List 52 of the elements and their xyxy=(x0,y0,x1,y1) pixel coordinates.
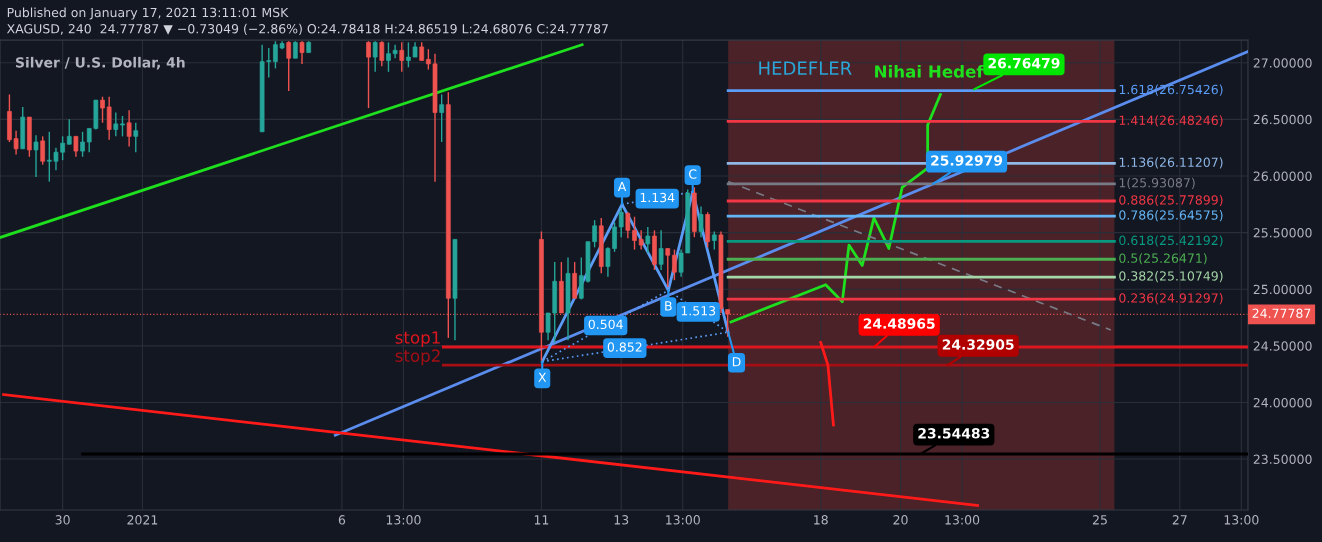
x-tick-label: 30 xyxy=(55,515,70,525)
series-label: 0.382(25.10749) xyxy=(1119,271,1223,283)
y-tick-label: 26.50000 xyxy=(1253,114,1312,125)
annotation: 26.76479 xyxy=(988,57,1060,69)
annotation: 24.48965 xyxy=(863,318,935,329)
x-tick-label: 27 xyxy=(1172,515,1187,525)
y-tick-label: 25.00000 xyxy=(1253,284,1312,295)
x-tick-label: 6 xyxy=(338,515,346,525)
annotation: D xyxy=(732,357,741,367)
x-tick-label: 2021 xyxy=(127,515,158,525)
annotation: HEDEFLER xyxy=(759,61,852,75)
annotation: 1.134 xyxy=(640,192,675,203)
series-label: 0.5(25.26471) xyxy=(1119,253,1207,265)
x-tick-label: 20 xyxy=(893,515,908,525)
y-tick-label: 24.50000 xyxy=(1253,341,1312,351)
x-tick-label: 13:00 xyxy=(1224,515,1259,525)
annotation: A xyxy=(617,181,627,192)
annotation: 24.32905 xyxy=(942,339,1014,350)
series-label: stop1 xyxy=(395,331,440,348)
ref-line-label: 24.77787 xyxy=(1252,308,1311,318)
annotation: 0.504 xyxy=(588,319,623,330)
annotation: 25.92979 xyxy=(931,155,1003,166)
y-tick-label: 24.00000 xyxy=(1253,397,1312,408)
annotation: 23.54483 xyxy=(918,428,990,439)
series-label: 0.618(25.42192) xyxy=(1119,235,1223,247)
series-label: 1(25.93087) xyxy=(1119,177,1195,189)
series-label: 0.886(25.77899) xyxy=(1119,194,1223,207)
annotation: B xyxy=(665,301,672,311)
series-label: stop2 xyxy=(395,349,440,366)
x-tick-label: 11 xyxy=(534,515,549,525)
y-tick-label: 26.00000 xyxy=(1253,171,1312,181)
text: Silver / U.S. Dollar, 4h xyxy=(15,56,185,70)
series-label: 1.414(26.48246) xyxy=(1119,115,1223,127)
series-label: 0.786(25.64575) xyxy=(1119,210,1223,222)
annotation: X xyxy=(538,372,547,382)
x-tick-label: 13 xyxy=(614,515,629,525)
series-label: 1.136(26.11207) xyxy=(1119,157,1223,169)
y-tick-label: 23.50000 xyxy=(1253,454,1312,464)
x-tick-label: 13:00 xyxy=(386,515,421,525)
annotation: C xyxy=(689,169,697,179)
x-tick-label: 25 xyxy=(1092,515,1107,525)
annotation: 1.513 xyxy=(681,306,716,316)
y-tick-label: 25.50000 xyxy=(1253,228,1312,238)
y-tick-label: 27.00000 xyxy=(1253,58,1312,68)
text: Published on January 17, 2021 13:11:01 MSK xyxy=(7,7,289,20)
series-label: 0.236(24.91297) xyxy=(1119,293,1223,305)
chart-subtitle: XAGUSD, 240 24.77787 ▼ −0.73049 (−2.86%) O:24.78418 H:24.86519 L:24.68076 C:24.77787 xyxy=(6,23,608,35)
annotation: Nihai Hedef xyxy=(875,64,984,78)
x-tick-label: 18 xyxy=(814,515,828,525)
x-tick-label: 13:00 xyxy=(666,515,700,525)
x-tick-label: 13:00 xyxy=(945,515,980,525)
annotation: 0.852 xyxy=(607,342,642,352)
